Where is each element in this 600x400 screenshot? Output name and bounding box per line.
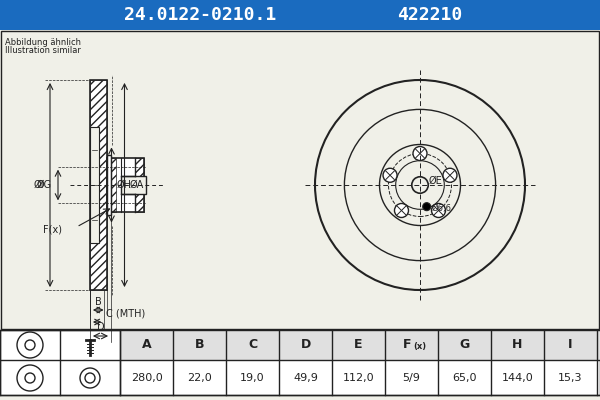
Text: D: D [97,322,104,332]
Bar [90,80,107,290]
Text: 15,3: 15,3 [558,373,583,383]
Text: 5/9: 5/9 [403,373,421,383]
Text: E: E [354,338,363,352]
Text: 24.0122-0210.1: 24.0122-0210.1 [124,6,276,24]
Text: ØE: ØE [429,176,443,186]
Text: Abbildung ähnlich: Abbildung ähnlich [5,38,81,47]
Text: Illustration similar: Illustration similar [5,46,81,55]
Text: B: B [95,297,101,307]
Text: D: D [301,338,311,352]
Bar [0,30,600,330]
Text: ØA: ØA [130,180,144,190]
Text: A: A [142,338,151,352]
Circle shape [383,168,397,182]
Text: (x): (x) [413,342,427,352]
Text: C: C [248,338,257,352]
Bar [134,158,144,212]
Bar [121,176,146,194]
Circle shape [443,168,457,182]
Bar [107,155,111,215]
Text: 65,0: 65,0 [452,373,477,383]
Text: F(x): F(x) [43,224,62,234]
Text: 49,9: 49,9 [293,373,318,383]
Text: ØI: ØI [34,180,44,190]
Bar [120,330,600,360]
Circle shape [413,146,427,160]
Bar [0,0,600,30]
Text: ØH: ØH [116,180,131,190]
Text: 112,0: 112,0 [343,373,374,383]
Text: 19,0: 19,0 [240,373,265,383]
Circle shape [431,204,446,218]
Text: F: F [403,338,412,352]
Text: C (MTH): C (MTH) [106,309,146,319]
Bar [107,158,116,212]
Circle shape [394,204,409,218]
Text: H: H [512,338,523,352]
Bar [1,31,599,329]
Text: B: B [195,338,204,352]
Bar [0,330,600,395]
Text: ØG: ØG [37,180,52,190]
Circle shape [423,203,431,211]
Text: 280,0: 280,0 [131,373,163,383]
Text: Ø6,6: Ø6,6 [432,204,452,213]
Text: I: I [568,338,573,352]
Bar [90,80,107,290]
Text: 22,0: 22,0 [187,373,212,383]
Text: 422210: 422210 [397,6,463,24]
Text: G: G [460,338,470,352]
Bar [107,158,144,212]
Bar [90,127,98,243]
Text: 144,0: 144,0 [502,373,533,383]
